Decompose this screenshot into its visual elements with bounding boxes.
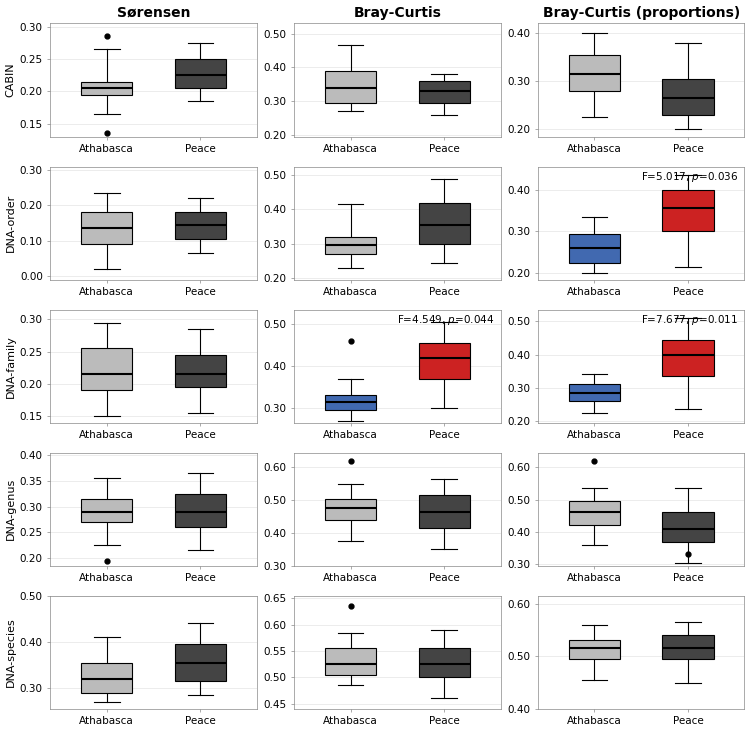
- Y-axis label: DNA-order: DNA-order: [6, 194, 16, 253]
- Bar: [662, 79, 714, 115]
- Bar: [419, 343, 470, 378]
- Bar: [568, 55, 620, 91]
- Bar: [419, 203, 470, 244]
- Y-axis label: DNA-family: DNA-family: [5, 335, 16, 397]
- Bar: [175, 355, 226, 387]
- Text: F=4.549, $p$=0.044: F=4.549, $p$=0.044: [397, 313, 494, 327]
- Bar: [81, 348, 133, 390]
- Bar: [419, 496, 470, 528]
- Bar: [175, 212, 226, 239]
- Bar: [325, 237, 376, 254]
- Bar: [568, 640, 620, 659]
- Title: Bray-Curtis (proportions): Bray-Curtis (proportions): [543, 6, 740, 20]
- Y-axis label: DNA-genus: DNA-genus: [5, 478, 16, 540]
- Bar: [175, 494, 226, 527]
- Bar: [325, 71, 376, 102]
- Bar: [81, 82, 133, 94]
- Bar: [175, 644, 226, 681]
- Bar: [81, 662, 133, 692]
- Bar: [325, 498, 376, 520]
- Y-axis label: DNA-species: DNA-species: [6, 617, 16, 687]
- Bar: [662, 635, 714, 659]
- Bar: [81, 499, 133, 522]
- Bar: [662, 190, 714, 231]
- Y-axis label: CABIN: CABIN: [5, 63, 16, 97]
- Bar: [81, 212, 133, 244]
- Bar: [662, 340, 714, 376]
- Bar: [325, 395, 376, 410]
- Text: F=7.677, $p$=0.011: F=7.677, $p$=0.011: [641, 313, 738, 327]
- Bar: [568, 501, 620, 526]
- Text: F=5.017, $p$=0.036: F=5.017, $p$=0.036: [641, 170, 738, 184]
- Bar: [568, 234, 620, 263]
- Bar: [419, 649, 470, 677]
- Bar: [325, 649, 376, 675]
- Bar: [662, 512, 714, 542]
- Bar: [419, 81, 470, 102]
- Bar: [568, 384, 620, 401]
- Title: Sørensen: Sørensen: [117, 6, 190, 20]
- Bar: [175, 59, 226, 88]
- Title: Bray-Curtis: Bray-Curtis: [353, 6, 442, 20]
